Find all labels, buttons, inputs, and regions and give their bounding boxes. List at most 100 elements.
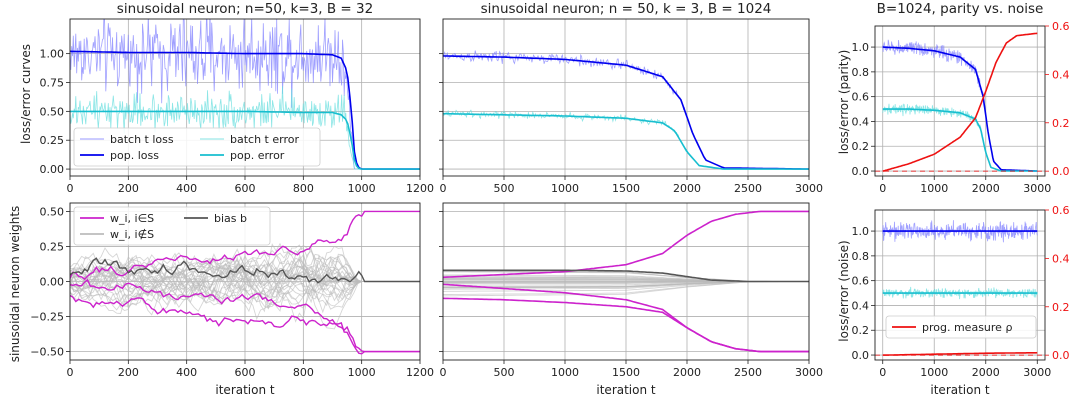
- p3-series-batch-t-loss: [882, 39, 1038, 172]
- p5-series: [443, 210, 809, 353]
- p4-x-tick-label: 400: [176, 366, 197, 379]
- p6-x-tick-label: 0: [879, 366, 886, 379]
- p3-series: [875, 32, 1045, 172]
- p4-legend-label: w_i, i∉S: [110, 228, 154, 241]
- p1-x-axis: 0 200 400 600 800 1000 1200: [67, 176, 434, 195]
- p6-y-tick-label: 1.0: [852, 225, 870, 238]
- panel-p5-xlabel: iteration t: [596, 383, 656, 397]
- p3-y-tick-label: 0.6: [852, 91, 870, 104]
- p4-series-w-i-i-s: [70, 294, 420, 353]
- panel-p3: B=1024, parity vs. noise loss/error (par…: [837, 1, 1070, 195]
- panel-p1-ylabel: loss/error curves: [19, 44, 33, 144]
- p5-x-tick-label: 2000: [673, 366, 701, 379]
- p1-legend-label: batch t loss: [110, 133, 174, 146]
- p3-y-tick-label: 0.8: [852, 66, 870, 79]
- p1-y-axis: 0.00 0.25 0.50 0.75 1.00: [40, 48, 70, 176]
- p4-y-tick-label: 0.50: [40, 205, 65, 218]
- p3-y2-tick-label: 0.2: [1052, 117, 1070, 130]
- p6-y2-tick-label: 0.6: [1052, 204, 1070, 217]
- p5-x-tick-label: 500: [494, 366, 515, 379]
- p4-series-w-i-i-s: [70, 210, 420, 281]
- p1-x-tick-label: 1200: [406, 182, 434, 195]
- p2-x-tick-label: 3000: [795, 182, 823, 195]
- p6-legend-box: [885, 315, 1037, 339]
- p4-x-tick-label: 200: [118, 366, 139, 379]
- p2-x-tick-label: 2500: [734, 182, 762, 195]
- p2-x-tick-label: 1000: [551, 182, 579, 195]
- p2-y-axis: [439, 53, 443, 170]
- p2-series-pop-error: [443, 112, 809, 170]
- p4-legend-label: w_i, i∈S: [110, 212, 154, 225]
- p1-x-tick-label: 400: [176, 182, 197, 195]
- p2-x-axis: 0 500 1000 1500 2000 2500 3000: [440, 176, 823, 195]
- p6-y-tick-label: 0.4: [852, 299, 870, 312]
- p1-legend-box: [73, 127, 321, 167]
- panel-p1-title: sinusoidal neuron; n=50, k=3, B = 32: [117, 1, 373, 17]
- p4-series: [70, 210, 420, 355]
- panel-p6-xlabel: iteration t: [930, 383, 990, 397]
- p2-x-tick-label: 2000: [673, 182, 701, 195]
- p4-x-axis: 0 200 400 600 800 1000 1200: [67, 360, 434, 379]
- p6-series: [875, 220, 1045, 356]
- p4-series-w-i-i-s: [70, 278, 420, 355]
- p5-y-axis: [439, 211, 443, 352]
- p6-legend-label: prog. measure ρ: [922, 321, 1012, 334]
- p2-x-tick-label: 0: [440, 182, 447, 195]
- p1-x-tick-label: 600: [235, 182, 256, 195]
- p1-y-tick-label: 0.75: [40, 76, 65, 89]
- p6-plot-frame: [874, 209, 1046, 361]
- p6-y2-tick-label: 0.2: [1052, 301, 1070, 314]
- p2-grid: [442, 19, 810, 176]
- p5-x-tick-label: 1000: [551, 366, 579, 379]
- p3-x-tick-label: 2000: [972, 182, 1000, 195]
- panel-p6-ylabel: loss/error (noise): [837, 240, 851, 341]
- p3-x-tick-label: 3000: [1023, 182, 1051, 195]
- p3-plot-frame: [874, 25, 1046, 177]
- p6-y-tick-label: 0.8: [852, 250, 870, 263]
- p6-series-batch-t-error: [882, 286, 1038, 300]
- p4-y-axis: −0.50 −0.25 0.00 0.25 0.50: [30, 205, 70, 359]
- panel-p5: iteration t 0 500 1000 1500 2000 2500 3000: [439, 202, 823, 397]
- p3-series-pop-loss: [882, 46, 1038, 172]
- p1-legend: batch t loss batch t error pop. loss pop. e…: [73, 127, 321, 167]
- p3-x-tick-label: 0: [879, 182, 886, 195]
- p6-y2-tick-label: 0.0: [1052, 349, 1070, 362]
- p1-legend-label: pop. error: [230, 149, 285, 162]
- p5-x-tick-label: 0: [440, 366, 447, 379]
- p3-x-axis: 0 1000 2000 3000: [879, 176, 1051, 195]
- panel-p1: sinusoidal neuron; n=50, k=3, B = 32 los…: [19, 1, 434, 195]
- p6-y2-axis: 0.0 0.2 0.4 0.6: [1045, 204, 1070, 362]
- p3-y-tick-label: 0.0: [852, 165, 870, 178]
- p4-legend-box: [73, 206, 271, 246]
- p6-y-tick-label: 0.6: [852, 275, 870, 288]
- p1-y-tick-label: 0.50: [40, 105, 65, 118]
- p3-y-tick-label: 0.2: [852, 140, 870, 153]
- panel-p4-xlabel: iteration t: [215, 383, 275, 397]
- p5-x-axis: 0 500 1000 1500 2000 2500 3000: [440, 360, 823, 379]
- p4-y-tick-label: −0.25: [30, 311, 64, 324]
- p6-y-axis: 0.0 0.2 0.4 0.6 0.8 1.0: [852, 225, 875, 362]
- p5-series-bias-b: [443, 269, 809, 283]
- p4-legend: w_i, i∈S bias b w_i, i∉S: [73, 206, 271, 246]
- p1-series: [70, 19, 420, 170]
- p1-y-tick-label: 0.25: [40, 134, 65, 147]
- p6-y-tick-label: 0.0: [852, 349, 870, 362]
- p5-series-w-i-i-s: [443, 297, 809, 353]
- p4-legend-label: bias b: [214, 212, 247, 225]
- p2-x-tick-label: 1500: [612, 182, 640, 195]
- p4-x-tick-label: 1000: [348, 366, 376, 379]
- p1-x-tick-label: 0: [67, 182, 74, 195]
- p3-x-tick-label: 1000: [920, 182, 948, 195]
- panel-p4: sinusoidal neuron weights iteration t 0 2…: [8, 202, 434, 397]
- p6-x-tick-label: 2000: [972, 366, 1000, 379]
- p6-series-prog-measure-: [882, 351, 1038, 356]
- p3-y-tick-label: 0.4: [852, 115, 870, 128]
- p3-y-tick-label: 1.0: [852, 41, 870, 54]
- p1-x-tick-label: 800: [293, 182, 314, 195]
- p3-y2-axis: 0.0 0.2 0.4 0.6: [1045, 20, 1070, 178]
- panel-p3-ylabel: loss/error (parity): [837, 50, 851, 155]
- panel-p2-title: sinusoidal neuron; n = 50, k = 3, B = 10…: [481, 1, 772, 17]
- p6-x-axis: 0 1000 2000 3000: [879, 360, 1051, 379]
- p1-legend-label: pop. loss: [110, 149, 159, 162]
